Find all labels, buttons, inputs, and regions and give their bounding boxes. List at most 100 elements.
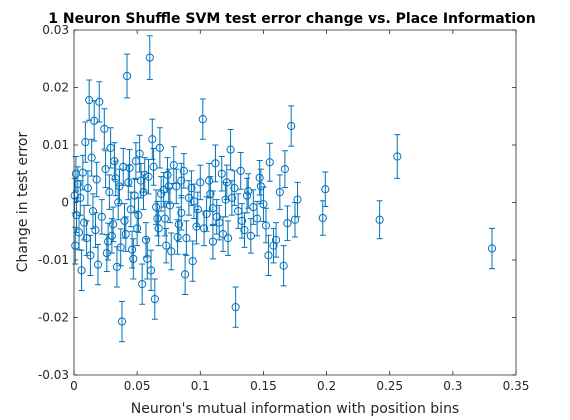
data-point-10 bbox=[279, 245, 288, 287]
point-marker bbox=[117, 317, 127, 326]
point-marker bbox=[265, 158, 274, 167]
point-marker bbox=[163, 170, 172, 179]
x-tick-label: 0.1 bbox=[191, 379, 210, 393]
point-marker bbox=[95, 97, 104, 106]
data-point-12 bbox=[265, 142, 274, 182]
point-marker bbox=[71, 241, 80, 250]
data-point-96 bbox=[177, 195, 186, 231]
x-tick-label: 0 bbox=[70, 379, 78, 393]
data-point-114 bbox=[144, 158, 153, 195]
point-marker bbox=[129, 254, 138, 263]
x-tick-label: 0.05 bbox=[124, 379, 151, 393]
point-marker bbox=[280, 165, 289, 174]
data-point-27 bbox=[217, 156, 226, 192]
point-marker bbox=[217, 169, 226, 178]
point-marker bbox=[242, 191, 252, 200]
data-point-113 bbox=[141, 222, 151, 258]
point-marker bbox=[187, 184, 196, 193]
point-marker bbox=[125, 163, 134, 173]
data-point-112 bbox=[136, 162, 146, 199]
y-tick-label: -0.02 bbox=[38, 311, 69, 325]
point-marker bbox=[226, 145, 235, 154]
point-marker bbox=[160, 214, 170, 223]
point-marker bbox=[393, 152, 402, 161]
point-marker bbox=[218, 230, 228, 239]
point-marker bbox=[87, 153, 96, 162]
point-marker bbox=[141, 235, 151, 244]
point-marker bbox=[112, 262, 122, 271]
point-marker bbox=[287, 121, 296, 131]
point-marker bbox=[275, 188, 284, 197]
point-marker bbox=[227, 193, 236, 202]
data-point-24 bbox=[226, 128, 235, 171]
data-point-72 bbox=[91, 212, 100, 248]
data-point-46 bbox=[153, 200, 162, 237]
data-point-1 bbox=[393, 134, 402, 179]
data-point-33 bbox=[198, 98, 207, 140]
chart-title: 1 Neuron Shuffle SVM test error change v… bbox=[48, 11, 535, 27]
point-marker bbox=[244, 186, 253, 196]
data-point-47 bbox=[150, 278, 159, 320]
data-point-132 bbox=[222, 164, 231, 201]
point-marker bbox=[246, 231, 255, 240]
data-point-134 bbox=[242, 177, 252, 214]
point-marker bbox=[182, 234, 191, 243]
data-point-118 bbox=[157, 176, 166, 212]
point-marker bbox=[237, 216, 247, 225]
data-point-129 bbox=[205, 162, 214, 199]
point-marker bbox=[116, 243, 125, 252]
point-marker bbox=[71, 169, 80, 178]
point-marker bbox=[293, 195, 302, 204]
point-marker bbox=[154, 224, 163, 233]
point-marker bbox=[196, 178, 205, 187]
data-point-135 bbox=[249, 189, 258, 225]
point-marker bbox=[177, 208, 186, 217]
data-point-138 bbox=[271, 222, 281, 258]
data-point-52 bbox=[138, 263, 147, 305]
point-marker bbox=[109, 220, 118, 229]
point-marker bbox=[138, 280, 147, 289]
data-point-136 bbox=[256, 168, 266, 205]
data-point-9 bbox=[280, 150, 289, 189]
point-marker bbox=[90, 116, 99, 125]
point-marker bbox=[85, 96, 94, 105]
point-marker bbox=[70, 191, 79, 200]
data-point-48 bbox=[148, 118, 157, 160]
data-point-37 bbox=[184, 180, 194, 216]
point-marker bbox=[165, 201, 175, 210]
point-marker bbox=[127, 245, 137, 254]
data-point-81 bbox=[80, 204, 89, 241]
data-point-108 bbox=[124, 164, 133, 201]
point-marker bbox=[173, 232, 182, 242]
data-point-89 bbox=[71, 226, 80, 265]
point-marker bbox=[106, 143, 115, 152]
point-marker bbox=[122, 71, 132, 81]
data-point-137 bbox=[261, 207, 271, 244]
point-marker bbox=[139, 188, 148, 197]
data-point-70 bbox=[93, 243, 103, 286]
point-marker bbox=[131, 157, 140, 166]
point-marker bbox=[172, 182, 181, 191]
data-point-79 bbox=[82, 220, 91, 256]
point-marker bbox=[188, 257, 197, 266]
x-tick-label: 0.2 bbox=[317, 379, 336, 393]
data-point-83 bbox=[77, 249, 86, 291]
data-point-120 bbox=[163, 157, 172, 193]
point-marker bbox=[487, 244, 497, 253]
x-axis-label: Neuron's mutual information with positio… bbox=[131, 401, 459, 417]
point-marker bbox=[283, 219, 292, 228]
data-point-66 bbox=[102, 234, 111, 272]
point-marker bbox=[149, 162, 158, 171]
y-axis-label: Change in test error bbox=[15, 132, 31, 273]
point-marker bbox=[162, 241, 171, 250]
data-point-77 bbox=[85, 79, 94, 121]
data-point-127 bbox=[193, 191, 202, 228]
data-point-6 bbox=[290, 202, 300, 238]
point-marker bbox=[136, 176, 146, 185]
data-point-2 bbox=[375, 200, 384, 240]
y-tick-label: 0 bbox=[61, 196, 69, 210]
point-marker bbox=[240, 226, 249, 235]
point-marker bbox=[167, 247, 176, 256]
data-point-105 bbox=[116, 228, 125, 267]
